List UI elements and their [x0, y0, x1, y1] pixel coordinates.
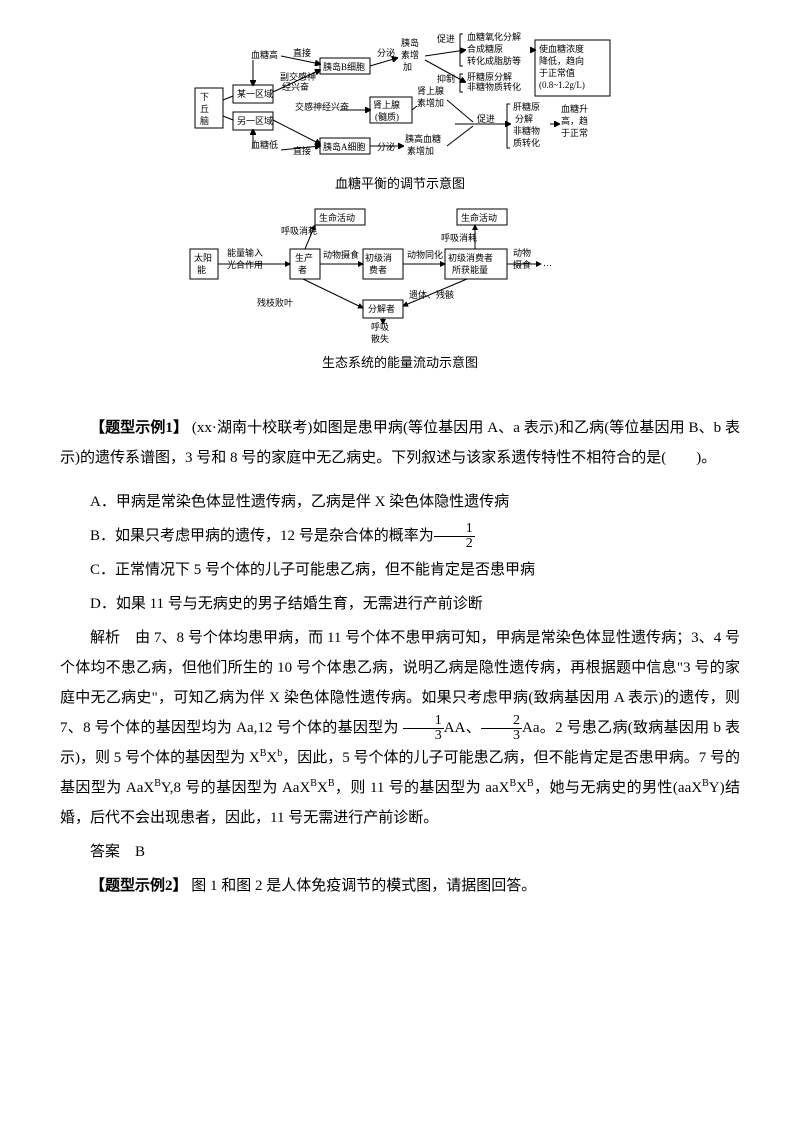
- diagram-blood-sugar: 下丘脑 某一区域 另一区域 胰岛B细胞 肾上腺(髓质) 胰岛A细胞 使血糖浓度 …: [185, 30, 615, 165]
- svg-text:血糖升: 血糖升: [561, 103, 588, 114]
- option-b: B．如果只考虑甲病的遗传，12 号是杂合体的概率为12: [60, 521, 740, 551]
- svg-text:加: 加: [403, 62, 412, 72]
- svg-text:另一区域: 另一区域: [237, 115, 273, 126]
- answer-value: B: [135, 844, 145, 860]
- svg-text:转化成脂肪等: 转化成脂肪等: [467, 55, 521, 66]
- svg-text:下: 下: [200, 92, 209, 102]
- svg-text:…: …: [543, 258, 552, 268]
- svg-text:胰岛B细胞: 胰岛B细胞: [323, 61, 365, 72]
- fraction-1-3: 13: [403, 714, 444, 743]
- fraction-2-3: 23: [481, 714, 522, 743]
- svg-text:呼吸消耗: 呼吸消耗: [441, 232, 477, 243]
- svg-text:降低，趋向: 降低，趋向: [539, 55, 584, 66]
- svg-text:肾上腺: 肾上腺: [417, 85, 444, 96]
- svg-text:肾上腺: 肾上腺: [373, 99, 400, 110]
- fraction-1-2: 12: [434, 522, 475, 551]
- svg-text:素增: 素增: [401, 49, 419, 60]
- example1-head: 【题型示例1】: [90, 420, 188, 436]
- svg-text:初级消费者: 初级消费者: [448, 252, 493, 263]
- option-d: D．如果 11 号与无病史的男子结婚生育，无需进行产前诊断: [60, 589, 740, 619]
- svg-text:使血糖浓度: 使血糖浓度: [539, 43, 584, 54]
- svg-text:素增加: 素增加: [407, 145, 434, 156]
- diagram2-caption: 生态系统的能量流动示意图: [322, 352, 478, 371]
- svg-text:血糖低: 血糖低: [251, 139, 278, 150]
- svg-text:脑: 脑: [200, 115, 209, 126]
- svg-text:胰岛: 胰岛: [401, 37, 419, 48]
- svg-text:分泌: 分泌: [377, 47, 395, 58]
- svg-text:动物: 动物: [513, 247, 531, 258]
- svg-text:费者: 费者: [369, 264, 387, 275]
- svg-text:于正常值: 于正常值: [539, 67, 575, 78]
- svg-text:(0.8~1.2g/L): (0.8~1.2g/L): [539, 80, 585, 90]
- svg-text:血糖氧化分解: 血糖氧化分解: [467, 31, 521, 42]
- svg-text:初级消: 初级消: [365, 252, 392, 263]
- example2-line: 【题型示例2】 图 1 和图 2 是人体免疫调节的模式图，请据图回答。: [60, 871, 740, 901]
- svg-text:胰高血糖: 胰高血糖: [405, 133, 441, 144]
- svg-text:素增加: 素增加: [417, 97, 444, 108]
- svg-text:动物摄食: 动物摄食: [323, 249, 359, 260]
- svg-text:直接: 直接: [293, 47, 311, 58]
- example1-stem: 【题型示例1】 (xx·湖南十校联考)如图是患甲病(等位基因用 A、a 表示)和…: [60, 413, 740, 473]
- svg-text:非糖物: 非糖物: [513, 125, 540, 136]
- svg-text:残枝败叶: 残枝败叶: [257, 297, 293, 308]
- svg-text:肝糖原: 肝糖原: [513, 101, 540, 112]
- svg-text:胰岛A细胞: 胰岛A细胞: [323, 141, 366, 152]
- analysis-label: 解析: [90, 630, 120, 646]
- svg-text:生命活动: 生命活动: [461, 212, 497, 223]
- svg-text:散失: 散失: [371, 333, 389, 344]
- answer-label: 答案: [90, 844, 120, 860]
- svg-text:生产: 生产: [295, 252, 313, 263]
- svg-text:能量输入: 能量输入: [227, 247, 263, 258]
- option-b-text: B．如果只考虑甲病的遗传，12 号是杂合体的概率为: [90, 528, 434, 544]
- diagrams-container: 下丘脑 某一区域 另一区域 胰岛B细胞 肾上腺(髓质) 胰岛A细胞 使血糖浓度 …: [60, 30, 740, 383]
- svg-text:非糖物质转化: 非糖物质转化: [467, 81, 521, 92]
- analysis-paragraph: 解析 由 7、8 号个体均患甲病，而 11 号个体不患甲病可知，甲病是常染色体显…: [60, 623, 740, 833]
- page-root: 下丘脑 某一区域 另一区域 胰岛B细胞 肾上腺(髓质) 胰岛A细胞 使血糖浓度 …: [0, 0, 800, 945]
- svg-text:动物同化: 动物同化: [407, 249, 443, 260]
- svg-text:者: 者: [298, 265, 307, 275]
- svg-text:直接: 直接: [293, 145, 311, 156]
- svg-text:分解: 分解: [515, 113, 533, 124]
- option-a: A．甲病是常染色体显性遗传病，乙病是伴 X 染色体隐性遗传病: [60, 487, 740, 517]
- svg-text:某一区域: 某一区域: [237, 88, 273, 99]
- answer-line: 答案 B: [60, 837, 740, 867]
- svg-text:血糖高: 血糖高: [251, 49, 278, 60]
- diagram1-caption: 血糖平衡的调节示意图: [335, 173, 465, 192]
- svg-text:肝糖原分解: 肝糖原分解: [467, 71, 512, 82]
- svg-text:生命活动: 生命活动: [319, 212, 355, 223]
- svg-text:于正常: 于正常: [561, 127, 588, 138]
- example2-head: 【题型示例2】: [90, 878, 188, 894]
- svg-text:经兴奋: 经兴奋: [282, 81, 309, 92]
- svg-text:合成糖原: 合成糖原: [467, 43, 503, 54]
- svg-text:高，趋: 高，趋: [561, 115, 588, 126]
- svg-text:太阳: 太阳: [194, 252, 212, 263]
- option-c: C．正常情况下 5 号个体的儿子可能患乙病，但不能肯定是否患甲病: [60, 555, 740, 585]
- svg-text:所获能量: 所获能量: [452, 264, 488, 275]
- svg-text:质转化: 质转化: [513, 137, 540, 148]
- svg-text:丘: 丘: [200, 104, 209, 114]
- svg-text:促进: 促进: [437, 33, 455, 44]
- example2-text: 图 1 和图 2 是人体免疫调节的模式图，请据图回答。: [191, 878, 536, 894]
- svg-text:能: 能: [197, 264, 206, 275]
- svg-text:分解者: 分解者: [368, 303, 395, 314]
- svg-text:促进: 促进: [477, 113, 495, 124]
- svg-text:(髓质): (髓质): [375, 111, 399, 122]
- diagram-energy-flow: 太阳能 生产者 生命活动 初级消费者 生命活动 初级消费者所获能量 分解者 能量…: [185, 204, 615, 344]
- spacer: [60, 477, 740, 487]
- svg-text:呼吸: 呼吸: [371, 322, 389, 332]
